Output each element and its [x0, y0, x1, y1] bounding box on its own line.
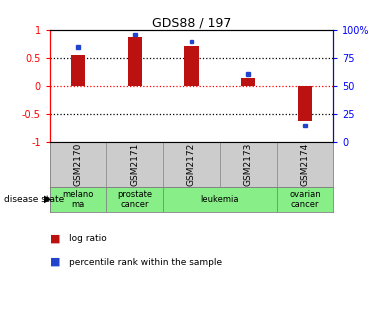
Bar	[128, 37, 142, 86]
Text: percentile rank within the sample: percentile rank within the sample	[69, 258, 222, 266]
Text: melano
ma: melano ma	[62, 190, 94, 209]
Bar	[298, 86, 312, 121]
Bar	[50, 187, 106, 212]
Bar	[241, 78, 255, 86]
Bar	[77, 45, 80, 49]
Text: GSM2173: GSM2173	[244, 143, 253, 186]
Text: prostate
cancer: prostate cancer	[117, 190, 152, 209]
Text: ovarian
cancer: ovarian cancer	[289, 190, 321, 209]
Text: leukemia: leukemia	[201, 195, 239, 204]
Text: ■: ■	[50, 257, 60, 267]
Text: log ratio: log ratio	[69, 234, 107, 243]
Text: GSM2171: GSM2171	[130, 143, 139, 186]
Text: GSM2174: GSM2174	[300, 143, 309, 186]
Title: GDS88 / 197: GDS88 / 197	[152, 16, 231, 29]
Text: ▶: ▶	[44, 194, 52, 204]
Bar	[163, 187, 277, 212]
Bar	[133, 33, 136, 36]
Text: GSM2170: GSM2170	[74, 143, 83, 186]
Text: GSM2172: GSM2172	[187, 143, 196, 186]
Bar	[71, 55, 85, 86]
Text: disease state: disease state	[4, 195, 64, 204]
Text: ■: ■	[50, 234, 60, 244]
Bar	[303, 124, 306, 127]
Bar	[106, 187, 163, 212]
Bar	[185, 46, 198, 86]
Bar	[277, 187, 333, 212]
Bar	[190, 40, 193, 43]
Bar	[247, 72, 250, 76]
